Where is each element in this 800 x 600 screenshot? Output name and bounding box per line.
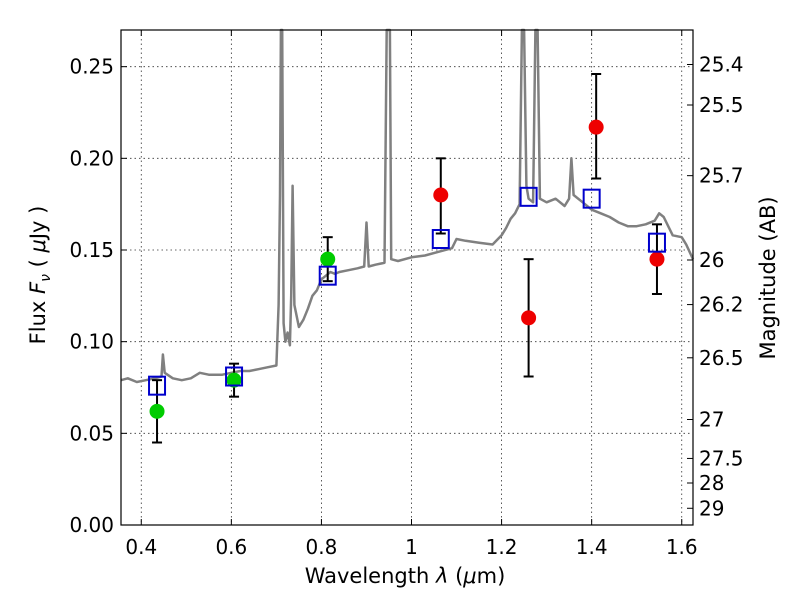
right-tick-label: 26 — [699, 248, 724, 272]
x-tick-label: 0.8 — [306, 535, 338, 559]
model-photometry-layer — [148, 186, 666, 396]
right-tick-label: 29 — [699, 496, 724, 520]
y-axis-label: Flux Fν ( μJy ) — [26, 206, 54, 345]
model-photometry-square — [225, 366, 244, 387]
model-photometry-square — [519, 186, 538, 207]
model-spectrum-layer — [120, 28, 695, 384]
x-tick-label: 1.2 — [486, 535, 518, 559]
y-tick-label: 0.05 — [69, 421, 114, 445]
model-photometry-square — [318, 265, 337, 286]
axis-ticks: 0.4 0.6 0.8 1 1.2 1.4 1.6 0.00 0.05 0.10 0.15 0.20 0… — [69, 30, 744, 559]
right-tick-label: 26.2 — [699, 293, 744, 317]
x-tick-label: 0.6 — [215, 535, 247, 559]
x-tick-label: 0.4 — [125, 535, 157, 559]
red-point — [588, 119, 604, 135]
right-tick-label: 27 — [699, 408, 724, 432]
y-tick-label: 0.10 — [69, 330, 114, 354]
right-tick-label: 25.4 — [699, 52, 744, 76]
x-tick-label: 1.6 — [666, 535, 698, 559]
x-tick-label: 1 — [405, 535, 418, 559]
right-tick-label: 25.7 — [699, 164, 744, 188]
y-tick-label: 0.00 — [69, 513, 114, 537]
observed-points-layer — [149, 119, 665, 419]
y-tick-label: 0.20 — [69, 146, 114, 170]
x-axis-label: Wavelength λ (μm) — [305, 564, 506, 588]
grid — [121, 30, 693, 526]
red-point — [521, 310, 537, 326]
green-point — [226, 372, 242, 388]
model-spectrum-line — [120, 28, 695, 384]
green-point — [149, 403, 165, 419]
model-photometry-square — [582, 188, 601, 209]
red-point — [433, 187, 449, 203]
x-tick-label: 1.4 — [576, 535, 608, 559]
right-tick-label: 25.5 — [699, 93, 744, 117]
model-photometry-square — [431, 229, 450, 249]
right-axis-label: Magnitude (AB) — [756, 196, 780, 359]
y-tick-label: 0.25 — [69, 55, 114, 79]
right-tick-label: 27.5 — [699, 446, 744, 470]
green-point — [320, 251, 336, 267]
model-photometry-square — [647, 232, 666, 253]
right-tick-label: 26.5 — [699, 346, 744, 370]
y-tick-label: 0.15 — [69, 238, 114, 262]
red-point — [649, 251, 665, 267]
right-tick-label: 28 — [699, 471, 724, 495]
plot-frame — [120, 29, 694, 526]
model-photometry-square — [148, 375, 167, 396]
